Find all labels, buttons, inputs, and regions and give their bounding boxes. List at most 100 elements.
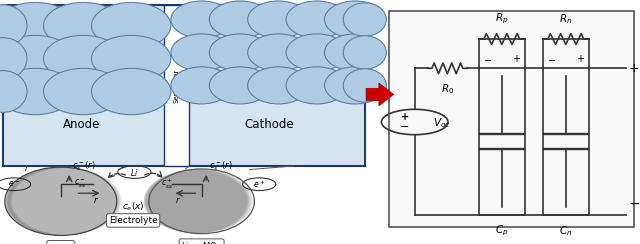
Ellipse shape — [145, 169, 250, 233]
Ellipse shape — [145, 170, 248, 233]
Ellipse shape — [146, 169, 250, 233]
Ellipse shape — [0, 38, 27, 79]
Ellipse shape — [248, 67, 309, 104]
Text: $c_{ss}^+$: $c_{ss}^+$ — [161, 176, 173, 191]
Ellipse shape — [0, 2, 75, 49]
Ellipse shape — [6, 167, 117, 235]
Ellipse shape — [11, 168, 121, 235]
Ellipse shape — [4, 167, 116, 235]
Ellipse shape — [12, 168, 122, 235]
Text: $-$: $-$ — [628, 195, 640, 210]
Ellipse shape — [248, 1, 309, 38]
Ellipse shape — [144, 170, 248, 233]
Ellipse shape — [10, 168, 121, 235]
Ellipse shape — [145, 169, 250, 233]
Ellipse shape — [324, 67, 386, 104]
Ellipse shape — [171, 67, 232, 104]
Ellipse shape — [8, 167, 119, 235]
Text: Electrolyte: Electrolyte — [109, 216, 157, 225]
Text: $V_{oc}$: $V_{oc}$ — [433, 116, 451, 130]
Text: $\mathrm{Li_{1-x}MO_2}$: $\mathrm{Li_{1-x}MO_2}$ — [181, 241, 222, 244]
Ellipse shape — [7, 167, 118, 235]
Ellipse shape — [143, 170, 247, 233]
Ellipse shape — [148, 169, 253, 234]
Text: +: + — [401, 112, 409, 122]
Text: $e^+$: $e^+$ — [253, 178, 265, 190]
Ellipse shape — [0, 5, 27, 46]
Ellipse shape — [5, 167, 117, 235]
FancyBboxPatch shape — [164, 5, 189, 166]
Text: $Li$: $Li$ — [130, 166, 139, 178]
Text: $C_p$: $C_p$ — [495, 224, 509, 238]
Text: $-$: $-$ — [483, 54, 492, 64]
Text: Cathode: Cathode — [244, 118, 294, 131]
Ellipse shape — [92, 2, 171, 49]
Ellipse shape — [324, 1, 386, 38]
Ellipse shape — [10, 168, 120, 235]
Text: $C_n$: $C_n$ — [559, 224, 572, 238]
Ellipse shape — [8, 167, 119, 235]
Ellipse shape — [11, 168, 121, 235]
Text: $+$: $+$ — [628, 62, 640, 75]
Ellipse shape — [286, 34, 348, 71]
Ellipse shape — [12, 168, 122, 235]
Text: $+$: $+$ — [576, 53, 585, 64]
Text: $c_s^-(r)$: $c_s^-(r)$ — [72, 159, 95, 173]
Ellipse shape — [144, 170, 247, 233]
Ellipse shape — [286, 1, 348, 38]
Ellipse shape — [6, 167, 118, 235]
Ellipse shape — [343, 69, 387, 102]
Text: $+$: $+$ — [512, 53, 521, 64]
Ellipse shape — [147, 169, 252, 233]
Ellipse shape — [248, 34, 309, 71]
Ellipse shape — [343, 36, 387, 69]
Ellipse shape — [148, 169, 253, 234]
Ellipse shape — [7, 167, 118, 235]
Text: $r$: $r$ — [175, 195, 181, 205]
Ellipse shape — [6, 167, 118, 235]
Ellipse shape — [9, 167, 120, 235]
Ellipse shape — [146, 169, 250, 233]
Ellipse shape — [92, 68, 171, 115]
Text: $R_n$: $R_n$ — [559, 12, 572, 26]
Ellipse shape — [324, 34, 386, 71]
Text: $-$: $-$ — [547, 54, 556, 64]
FancyBboxPatch shape — [3, 5, 365, 166]
Text: $e^-$: $e^-$ — [8, 179, 20, 189]
Ellipse shape — [12, 168, 122, 235]
Ellipse shape — [92, 35, 171, 82]
Polygon shape — [366, 83, 394, 106]
Ellipse shape — [44, 35, 123, 82]
Ellipse shape — [148, 169, 255, 234]
Ellipse shape — [0, 71, 27, 112]
Text: $c_e(x)$: $c_e(x)$ — [122, 201, 145, 213]
Text: $R_0$: $R_0$ — [441, 82, 454, 96]
Ellipse shape — [145, 169, 249, 233]
Ellipse shape — [148, 169, 254, 234]
Ellipse shape — [147, 169, 252, 234]
Ellipse shape — [147, 169, 252, 234]
Ellipse shape — [0, 68, 75, 115]
Ellipse shape — [147, 169, 252, 234]
Ellipse shape — [209, 67, 271, 104]
Text: Separator: Separator — [173, 68, 180, 102]
Text: $\mathrm{Li_xC_6}$: $\mathrm{Li_xC_6}$ — [49, 243, 73, 244]
Ellipse shape — [10, 168, 120, 235]
Ellipse shape — [148, 169, 253, 234]
Text: $c_{ss}^-$: $c_{ss}^-$ — [74, 177, 86, 190]
Ellipse shape — [144, 170, 248, 233]
Ellipse shape — [171, 34, 232, 71]
Ellipse shape — [209, 1, 271, 38]
Text: $r$: $r$ — [93, 195, 99, 205]
Ellipse shape — [343, 3, 387, 36]
Ellipse shape — [147, 169, 251, 233]
Text: −: − — [400, 122, 410, 132]
Ellipse shape — [8, 167, 119, 235]
Text: Anode: Anode — [63, 118, 100, 131]
Ellipse shape — [286, 67, 348, 104]
Ellipse shape — [209, 34, 271, 71]
Text: $c_s^-(r)$: $c_s^-(r)$ — [209, 159, 232, 173]
Ellipse shape — [44, 68, 123, 115]
Ellipse shape — [0, 35, 75, 82]
Text: $R_p$: $R_p$ — [495, 11, 509, 26]
